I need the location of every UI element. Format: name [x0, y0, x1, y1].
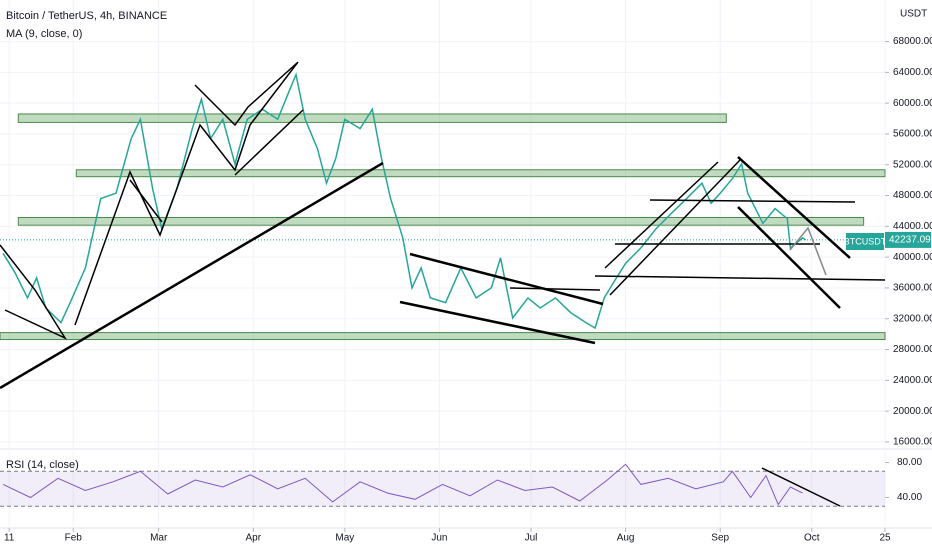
x-tick-label: 25: [879, 533, 891, 544]
y-tick-label: 60000.00: [893, 98, 932, 109]
rsi-tick-label: 80.00: [897, 457, 922, 468]
last-price-tag: [885, 231, 931, 248]
chart-title: Bitcoin / TetherUS, 4h, BINANCE: [6, 10, 167, 22]
y-tick-label: 44000.00: [893, 221, 932, 232]
x-tick-label: May: [335, 533, 354, 544]
y-tick-label: 20000.00: [893, 406, 932, 417]
trend-line: [409, 252, 604, 306]
y-tick-label: 64000.00: [893, 67, 932, 78]
currency-label: USDT: [900, 9, 927, 20]
y-tick-label: 28000.00: [893, 344, 932, 355]
y-tick-label: 32000.00: [893, 313, 932, 324]
pattern-line: [194, 62, 298, 127]
x-tick-label: Mar: [150, 533, 168, 544]
x-tick-label: Oct: [804, 533, 820, 544]
pattern-line: [509, 287, 601, 291]
support-zone: [17, 216, 865, 226]
last-price-label: 42237.09: [889, 235, 931, 246]
rsi-band: [0, 471, 885, 507]
rsi-trend-line: [761, 467, 841, 507]
price-line: [2, 72, 807, 330]
pattern-line: [129, 179, 163, 223]
x-tick-label: Jul: [525, 533, 538, 544]
pattern-line: [74, 61, 299, 326]
x-tick-label: Sep: [711, 533, 729, 544]
pattern-line: [649, 199, 856, 203]
support-zone: [17, 113, 727, 123]
trend-line: [737, 206, 841, 309]
support-zone: [75, 169, 886, 178]
y-tick-label: 40000.00: [893, 252, 932, 263]
y-tick-label: 36000.00: [893, 283, 932, 294]
rsi-tick-label: 40.00: [897, 492, 922, 503]
x-tick-label: Aug: [617, 533, 635, 544]
y-tick-label: 24000.00: [893, 375, 932, 386]
trend-line: [0, 161, 384, 390]
trend-line: [737, 156, 851, 259]
x-tick-label: 11: [4, 533, 15, 544]
x-tick-label: Jun: [431, 533, 447, 544]
pattern-line: [234, 109, 304, 176]
x-tick-label: Apr: [246, 533, 262, 544]
symbol-label: BTCUSDT: [844, 236, 887, 246]
x-tick-label: Feb: [65, 533, 83, 544]
y-tick-label: 16000.00: [893, 437, 932, 448]
rsi-label: RSI (14, close): [6, 459, 79, 471]
trend-lines: [0, 156, 851, 390]
pattern-lines: [0, 61, 886, 507]
pattern-line: [594, 275, 886, 281]
pattern-line: [609, 159, 741, 296]
y-tick-label: 56000.00: [893, 129, 932, 140]
y-tick-label: 48000.00: [893, 190, 932, 201]
support-zone: [0, 332, 886, 341]
indicator-label: MA (9, close, 0): [6, 28, 82, 40]
projection-line: [789, 226, 827, 276]
pattern-line: [0, 244, 67, 340]
trend-line: [399, 300, 596, 345]
rsi-line: [2, 463, 803, 506]
y-tick-label: 52000.00: [893, 159, 932, 170]
y-tick-label: 68000.00: [893, 36, 932, 47]
pattern-line: [604, 161, 719, 269]
symbol-tag: [846, 233, 884, 250]
